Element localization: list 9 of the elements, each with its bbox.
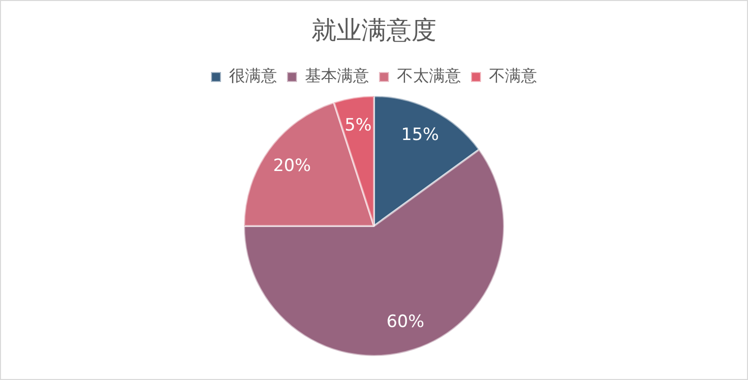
data-label: 5%: [344, 115, 372, 136]
data-label: 20%: [273, 156, 311, 176]
legend-label: 不太满意: [397, 66, 461, 86]
legend-label: 不满意: [489, 66, 537, 86]
legend-label: 基本满意: [305, 66, 369, 86]
chart-title: 就业满意度: [312, 16, 436, 44]
data-label: 60%: [386, 312, 424, 332]
data-label: 15%: [401, 125, 439, 146]
legend-label: 很满意: [229, 66, 277, 86]
